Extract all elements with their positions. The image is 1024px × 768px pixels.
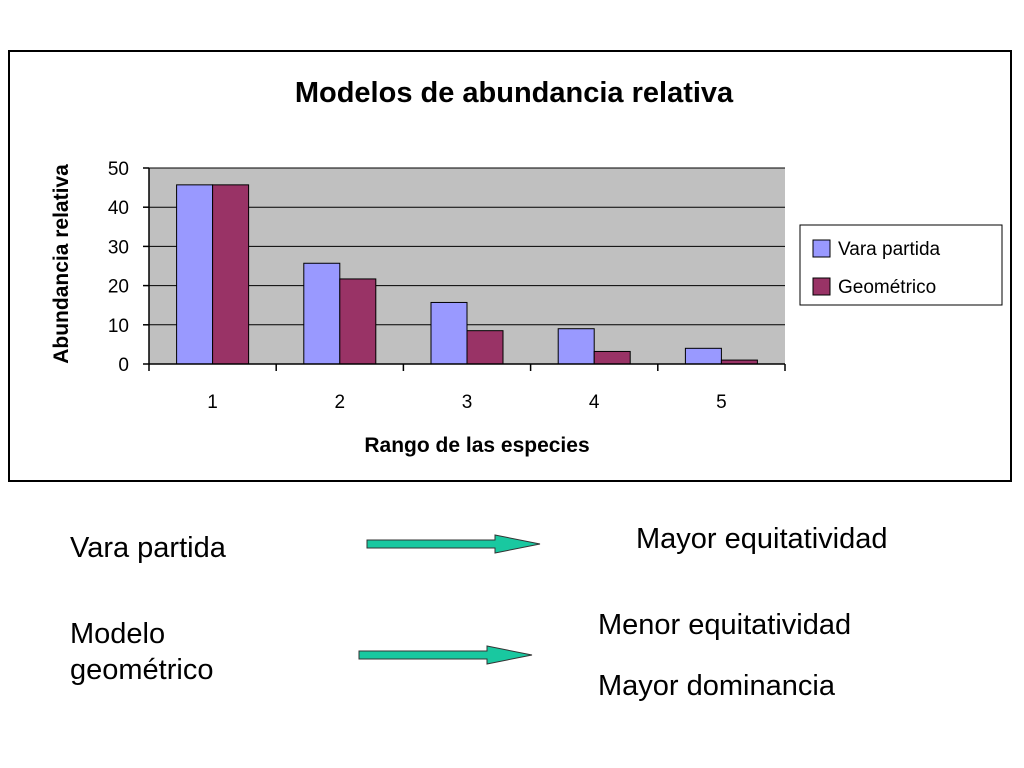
y-axis-label: Abundancia relativa (50, 164, 73, 364)
legend: Vara partida Geométrico (799, 224, 1003, 306)
x-tick-label: 1 (207, 392, 218, 413)
caption-menor-equitatividad: Menor equitatividad (598, 609, 852, 641)
x-tick-label: 5 (716, 392, 727, 413)
legend-box (799, 224, 1003, 306)
y-tick-label: 10 (108, 316, 129, 337)
bar-vara-partida-3 (430, 301, 468, 365)
x-tick-labels: 1 2 3 4 5 (207, 392, 726, 413)
bar-vara-partida-5 (684, 347, 722, 365)
axes (143, 167, 786, 371)
y-tick-label: 20 (108, 277, 129, 298)
y-tick-labels: 0 10 20 30 40 50 (108, 159, 129, 376)
bars (176, 184, 758, 365)
chart-title: Modelos de abundancia relativa (295, 77, 734, 109)
y-tick-label: 50 (108, 159, 129, 180)
bar-geometrico-4 (593, 350, 631, 365)
legend-label: Vara partida (838, 239, 941, 260)
caption-modelo-line2: geométrico (70, 654, 214, 686)
chart-frame: Modelos de abundancia relativa 0 10 20 30 40… (8, 50, 1012, 482)
x-tick-label: 4 (589, 392, 600, 413)
y-tick-label: 0 (118, 355, 129, 376)
bar-vara-partida-2 (303, 262, 341, 365)
arrow-right-icon (366, 534, 541, 554)
bar-geometrico-1 (212, 184, 250, 365)
x-axis-label: Rango de las especies (364, 434, 589, 457)
x-tick-label: 2 (335, 392, 346, 413)
caption-vara-partida: Vara partida (70, 532, 226, 564)
bar-geometrico-2 (339, 278, 377, 365)
legend-label: Geométrico (838, 277, 936, 298)
arrow-right-icon (358, 645, 533, 665)
y-tick-label: 30 (108, 237, 129, 258)
caption-modelo-line1: Modelo (70, 618, 166, 650)
bar-vara-partida-4 (557, 328, 595, 365)
bar-chart: Modelos de abundancia relativa 010203040… (50, 77, 1003, 457)
bar-geometrico-3 (466, 330, 504, 365)
legend-swatch (812, 239, 831, 258)
bar-vara-partida-1 (176, 184, 214, 365)
caption-mayor-dominancia: Mayor dominancia (598, 670, 835, 702)
caption-modelo-geometrico: Modelo geométrico (70, 616, 213, 688)
x-tick-label: 3 (462, 392, 473, 413)
y-tick-label: 40 (108, 198, 129, 219)
legend-swatch (812, 277, 831, 296)
caption-mayor-equitatividad: Mayor equitatividad (636, 523, 888, 555)
gridlines (149, 167, 785, 326)
